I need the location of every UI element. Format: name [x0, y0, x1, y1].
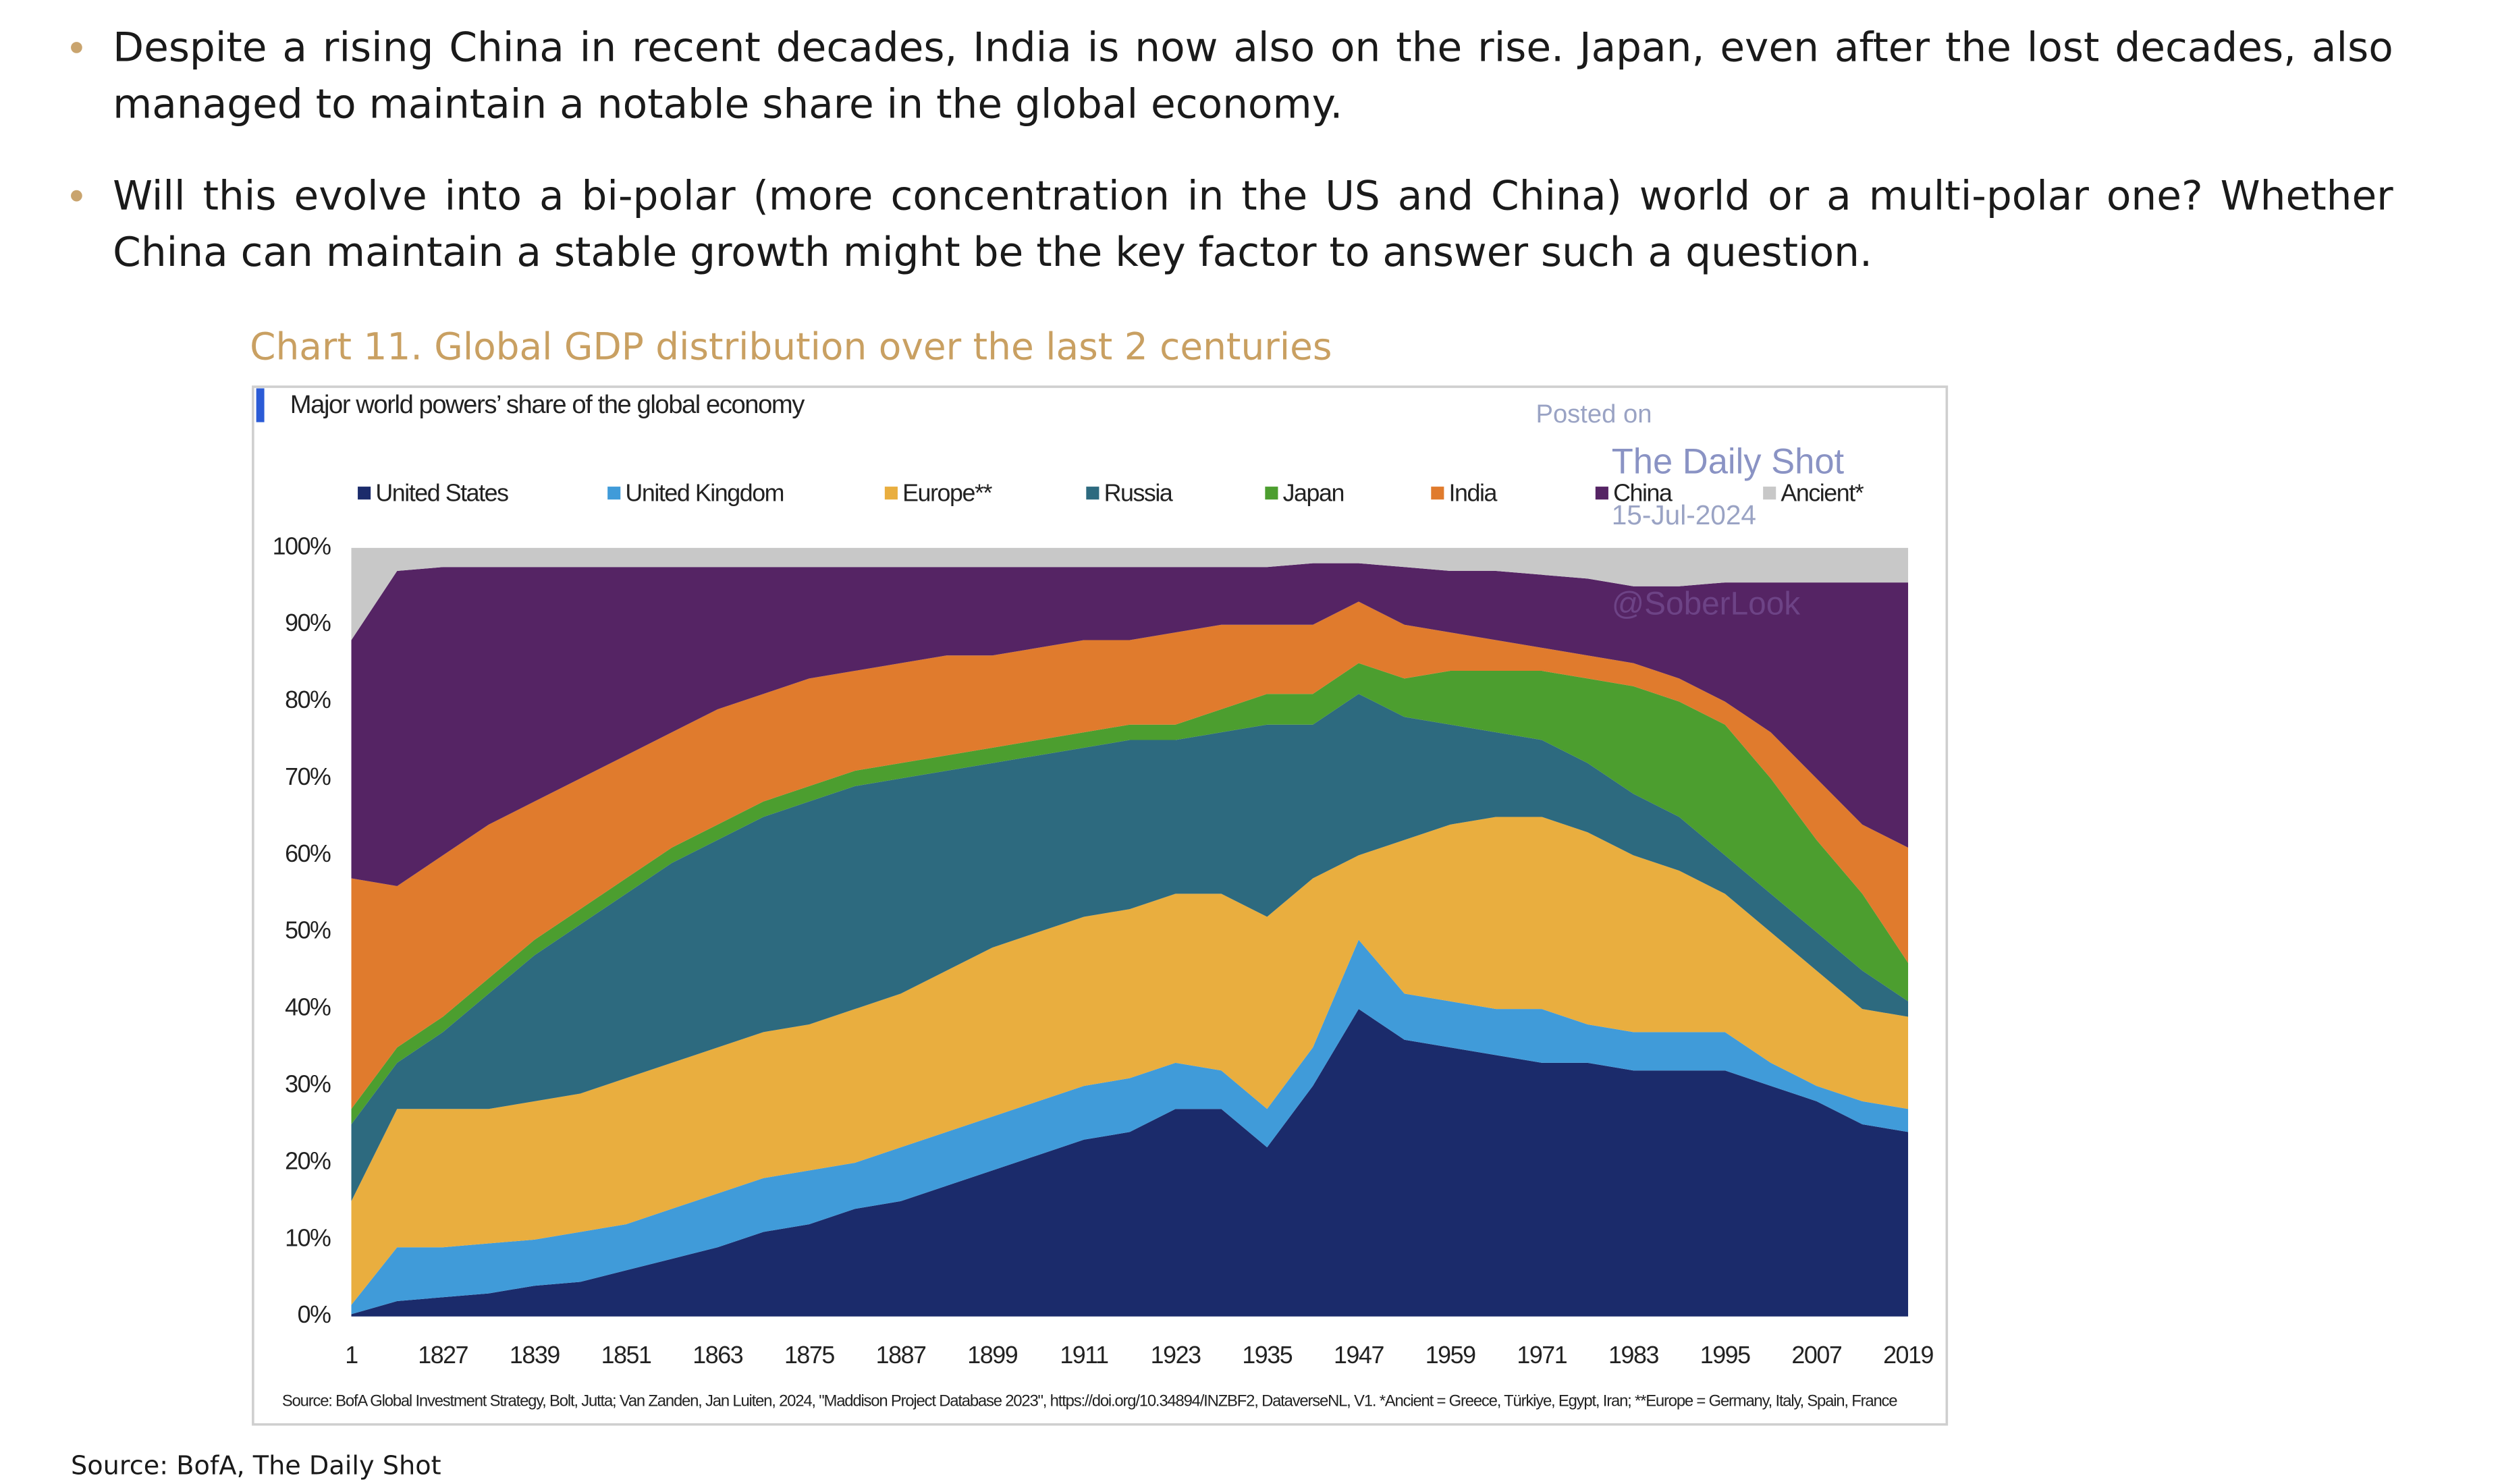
bullet-dot	[71, 190, 82, 202]
x-tick-label: 2007	[1791, 1342, 1841, 1369]
y-tick-label: 50%	[285, 917, 331, 944]
plot-area	[351, 547, 1909, 1317]
legend-label: United Kingdom	[625, 479, 784, 506]
legend-label: Europe**	[902, 479, 992, 506]
x-tick-label: 1827	[418, 1342, 468, 1369]
y-tick-label: 10%	[285, 1224, 331, 1251]
page-source: Source: BofA, The Daily Shot	[71, 1450, 441, 1481]
area-series	[351, 563, 1909, 886]
x-tick-label: 1959	[1426, 1342, 1475, 1369]
x-tick-label: 1911	[1060, 1342, 1108, 1369]
legend-swatch	[1431, 487, 1444, 500]
watermark: @SoberLook	[1612, 586, 1801, 622]
y-tick-label: 90%	[285, 609, 331, 636]
title-bar	[256, 388, 265, 422]
x-tick-label: 1947	[1334, 1342, 1384, 1369]
chart-caption: Chart 11. Global GDP distribution over t…	[250, 327, 1332, 369]
bullet-dot	[71, 42, 82, 53]
y-tick-label: 30%	[285, 1071, 331, 1098]
x-tick-label: 1875	[784, 1342, 834, 1369]
x-tick-label: 1839	[510, 1342, 560, 1369]
area-series	[351, 547, 1909, 640]
legend-swatch	[1763, 487, 1776, 500]
y-tick-label: 80%	[285, 686, 331, 713]
bullet-text: Will this evolve into a bi-polar (more c…	[113, 172, 2393, 276]
y-tick-label: 70%	[285, 763, 331, 790]
legend-label: China	[1613, 479, 1673, 506]
area-series	[351, 601, 1909, 1109]
y-tick-label: 60%	[285, 840, 331, 867]
x-tick-label: 1899	[967, 1342, 1017, 1369]
chart-title: Major world powers’ share of the global …	[290, 390, 806, 419]
legend-swatch	[1595, 487, 1608, 500]
bullet-text: Despite a rising China in recent decades…	[113, 24, 2393, 128]
chart-note: Source: BofA Global Investment Strategy,…	[282, 1392, 1897, 1410]
watermark: Posted on	[1536, 400, 1652, 429]
legend-swatch	[1265, 487, 1278, 500]
legend-label: Japan	[1283, 479, 1344, 506]
legend-label: Russia	[1104, 479, 1173, 506]
x-tick-label: 1935	[1242, 1342, 1292, 1369]
legend-label: Ancient*	[1781, 479, 1864, 506]
x-tick-label: 1	[345, 1342, 358, 1369]
legend-label: United States	[375, 479, 508, 506]
x-tick-label: 1863	[693, 1342, 742, 1369]
x-tick-label: 1983	[1608, 1342, 1658, 1369]
area-series	[351, 817, 1909, 1305]
x-tick-label: 2019	[1883, 1342, 1933, 1369]
area-series	[351, 939, 1909, 1315]
x-tick-label: 1887	[876, 1342, 926, 1369]
x-tick-label: 1971	[1517, 1342, 1567, 1369]
x-tick-label: 1995	[1700, 1342, 1750, 1369]
y-tick-label: 0%	[298, 1301, 331, 1328]
legend-swatch	[358, 487, 371, 500]
y-tick-label: 40%	[285, 994, 331, 1021]
legend-swatch	[1086, 487, 1099, 500]
legend-swatch	[884, 487, 898, 500]
x-tick-label: 1923	[1151, 1342, 1201, 1369]
y-tick-label: 20%	[285, 1147, 331, 1174]
y-tick-label: 100%	[273, 532, 331, 559]
legend-swatch	[607, 487, 621, 500]
area-series	[351, 694, 1909, 1201]
watermark: The Daily Shot	[1612, 442, 1845, 482]
watermark: 15-Jul-2024	[1612, 499, 1756, 530]
area-series	[351, 1009, 1909, 1317]
x-tick-label: 1851	[601, 1342, 651, 1369]
legend-label: India	[1449, 479, 1498, 506]
